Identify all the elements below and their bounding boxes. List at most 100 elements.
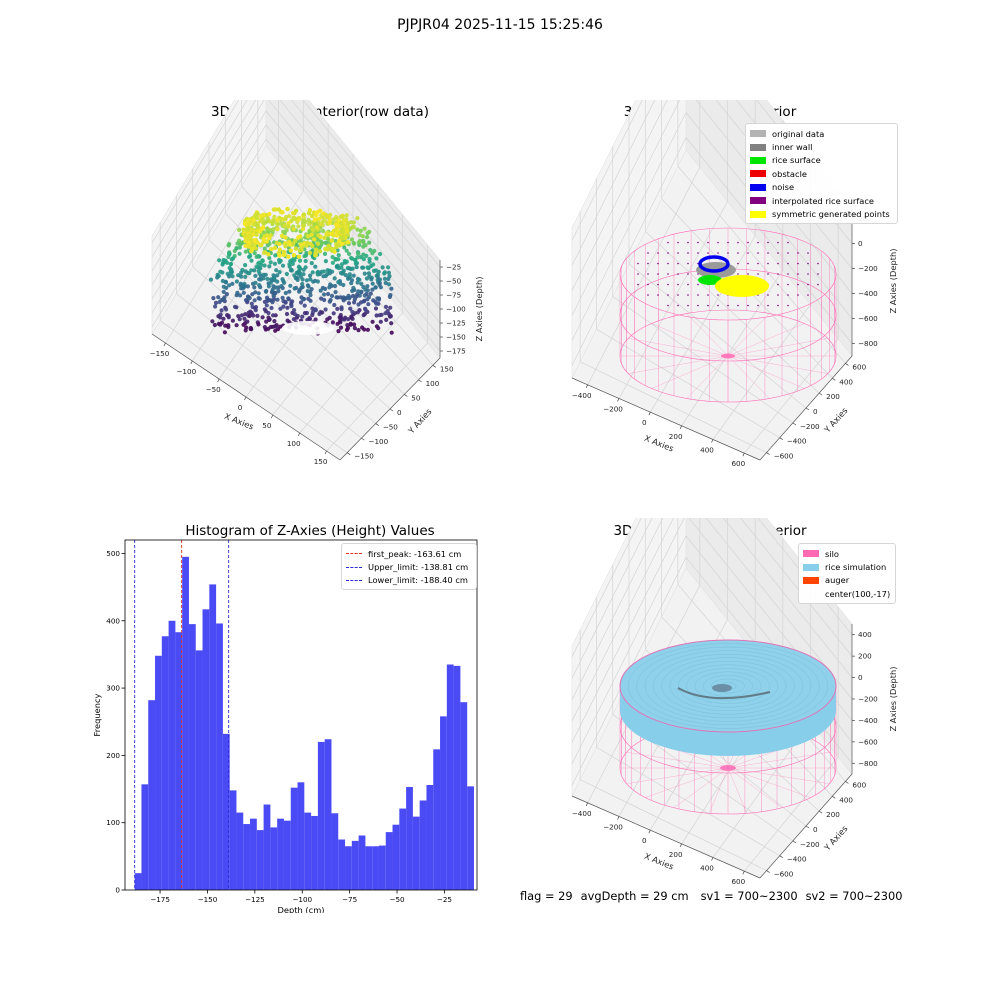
data-point [295,270,301,275]
y-tick [346,452,351,456]
data-point [379,312,384,317]
data-point [274,268,279,273]
z-tick-label: −175 [446,347,466,356]
data-point [334,215,339,220]
data-point [226,254,231,259]
rice-mesh-ring [669,661,787,711]
y-tick-label: 400 [839,377,853,386]
auger-hole [712,684,732,692]
data-point [767,252,769,254]
histogram-bar [155,655,162,890]
legend-item-interpolated: interpolated rice surface [750,194,892,207]
data-point [386,282,392,287]
data-point [249,238,254,243]
data-point [657,294,659,296]
data-point [243,249,248,254]
histogram-bar [134,873,142,890]
histogram-bar [209,584,217,890]
legend-label: original data [772,128,825,139]
grid-line [571,518,685,743]
data-point [365,288,370,293]
y-tick [792,422,797,426]
histogram-bar [392,824,400,890]
data-point [367,229,372,234]
x-tick-label: −100 [176,367,196,376]
data-point [747,262,749,265]
histogram-bar [311,815,318,890]
y-tick [766,452,770,455]
data-point [349,278,355,283]
data-point [367,259,372,264]
data-point [219,308,224,313]
data-point [817,283,819,286]
z-tick-label: −400 [858,716,878,725]
grid-line [571,100,656,266]
raw-data-3d-plot: −150−100−50050100150−150−100−50050100150… [150,100,484,466]
data-point [293,246,299,251]
x-tick [585,384,588,388]
avg-depth-text: avgDepth = 29 cm [580,889,689,903]
data-point [247,271,252,276]
z-tick-label: −200 [858,264,878,273]
data-point [297,248,303,253]
data-point [272,319,277,324]
symmetric-points [715,275,769,297]
data-point [349,237,354,242]
data-point [242,221,248,226]
y-tick-label: 100 [106,818,120,827]
floor-center [720,765,736,771]
data-point [301,297,306,302]
legend-line [346,566,362,568]
data-point [288,248,294,253]
data-point [264,239,269,244]
data-point [215,275,220,280]
floor-spoke [626,752,729,769]
status-footer: flag = 29 avgDepth = 29 cm sv1 = 700~2300 s… [520,889,911,903]
data-point [289,300,294,305]
data-point [275,226,280,232]
data-point [307,222,312,227]
z-tick-label: −200 [858,695,878,704]
data-point [282,252,287,257]
data-point [366,295,372,300]
x-tick [297,432,301,437]
grid-line [571,518,664,700]
data-point [346,239,351,245]
data-point [342,245,347,250]
y-tick [432,364,437,368]
grid-line [302,100,441,268]
data-point [261,221,267,226]
data-point [322,218,327,223]
data-point [313,317,318,322]
x-tick-label: 0 [642,418,647,427]
data-point [300,226,306,232]
data-point [248,233,253,238]
data-point [370,319,375,324]
legend-item-auger: auger [803,574,890,587]
y-tick-label: 100 [426,379,440,388]
data-point [227,274,232,279]
data-point [318,222,324,227]
data-point [271,219,276,224]
data-point [243,312,248,317]
z-tick-label: −125 [446,319,466,328]
data-point [247,313,252,319]
y-tick [404,394,408,397]
data-point [737,262,739,265]
data-point [667,304,669,307]
data-point [356,328,361,333]
data-point [361,257,366,262]
data-point [306,284,311,289]
data-point [339,317,344,322]
data-point [286,297,291,302]
data-point [382,270,387,275]
legend-swatch [750,143,766,151]
data-point [252,238,257,243]
histogram-plot: −175 −150 −125 −100 −75 −50 −25 0 100 200 300 400 50… [92,539,478,913]
data-point [300,277,305,282]
x-tick-label: 400 [700,446,714,455]
data-point [288,268,293,273]
data-point [378,319,383,324]
data-point [243,274,248,279]
legend-item-obstacle: obstacle [750,167,892,180]
